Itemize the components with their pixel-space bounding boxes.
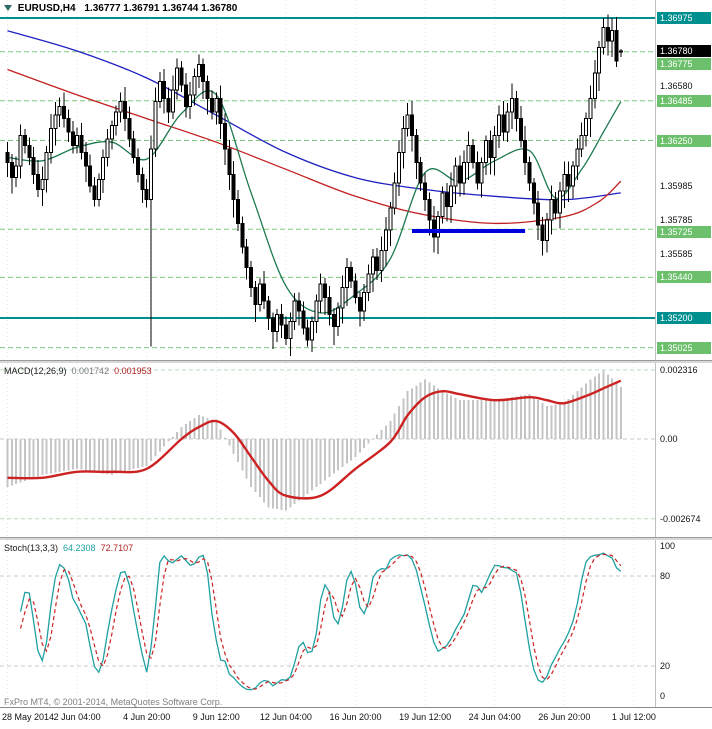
stoch-axis-label: 0: [660, 691, 666, 701]
time-axis-label: 12 Jun 04:00: [259, 712, 312, 722]
candles-layer: [5, 14, 623, 357]
price-level-label: 1.35440: [657, 271, 711, 284]
macd-axis-label: 0.002316: [660, 364, 698, 375]
stoch-label: Stoch(13,3,3) 64.2308 72.7107: [4, 543, 133, 553]
price-level-label: 1.36775: [657, 57, 711, 70]
macd-axis-label: 0.00: [660, 434, 678, 444]
panel-separator-stoch[interactable]: [0, 537, 712, 540]
price-level-label: 1.35725: [657, 226, 711, 239]
price-axis-label: 1.36580: [660, 80, 693, 91]
symbol-icon: [4, 5, 12, 12]
time-axis-label: 24 Jun 04:00: [468, 712, 521, 722]
time-axis-label: 28 May 2014: [2, 712, 55, 722]
stoch-signal-value: 72.7107: [100, 543, 134, 553]
price-axis-label: 1.35985: [660, 181, 693, 192]
macd-label: MACD(12,26,9) 0.001742 0.001953: [4, 366, 152, 376]
stoch-chart[interactable]: [0, 540, 655, 707]
macd-signal-line: [7, 379, 622, 500]
time-axis-label: 16 Jun 20:00: [329, 712, 382, 722]
stoch-axis-label: 100: [660, 541, 676, 551]
macd-signal-value: 0.001953: [114, 366, 152, 376]
chart-ohlc-title: EURUSD,H4 1.36777 1.36791 1.36744 1.3678…: [4, 3, 237, 14]
price-chart[interactable]: [0, 0, 655, 360]
stoch-axis-label: 20: [660, 661, 671, 671]
chart-ohlc-values: 1.36777 1.36791 1.36744 1.36780: [84, 3, 238, 14]
price-axis-label: 1.35585: [660, 248, 693, 259]
copyright-text: FxPro MT4, © 2001-2014, MetaQuotes Softw…: [4, 697, 223, 707]
macd-chart[interactable]: [0, 363, 655, 537]
price-axis-label: 1.35785: [660, 215, 693, 226]
time-axis-label: 1 Jul 12:00: [611, 712, 656, 722]
stoch-name: Stoch(13,3,3): [4, 543, 59, 553]
time-axis-label: 26 Jun 20:00: [538, 712, 591, 722]
macd-main-value: 0.001742: [71, 366, 110, 376]
price-level-label: 1.36250: [657, 134, 711, 147]
price-level-label: 1.36485: [657, 94, 711, 107]
stoch-main-value: 64.2308: [63, 543, 96, 553]
time-axis[interactable]: [0, 707, 712, 729]
macd-histogram: [6, 370, 622, 511]
chart-symbol-period: EURUSD,H4: [17, 3, 76, 14]
time-axis-label: 2 Jun 04:00: [53, 712, 101, 722]
time-axis-label: 4 Jun 20:00: [123, 712, 171, 722]
stoch-main-line: [19, 552, 622, 691]
price-level-label: 1.36975: [657, 12, 711, 24]
panel-separator-macd[interactable]: [0, 360, 712, 363]
ma-fast-green: [7, 90, 622, 314]
ma-slow-blue: [7, 30, 621, 201]
time-axis-label: 9 Jun 12:00: [192, 712, 240, 722]
price-level-label: 1.35200: [657, 312, 711, 324]
macd-axis-label: -0.002674: [660, 513, 701, 524]
macd-name: MACD(12,26,9): [4, 366, 67, 376]
price-level-label: 1.35025: [657, 341, 711, 354]
ma-mid-red: [7, 68, 622, 225]
stoch-axis-label: 80: [660, 571, 671, 581]
time-axis-label: 19 Jun 12:00: [399, 712, 452, 722]
stoch-signal-line: [19, 553, 622, 690]
current-price-label: 1.36780: [657, 45, 711, 57]
